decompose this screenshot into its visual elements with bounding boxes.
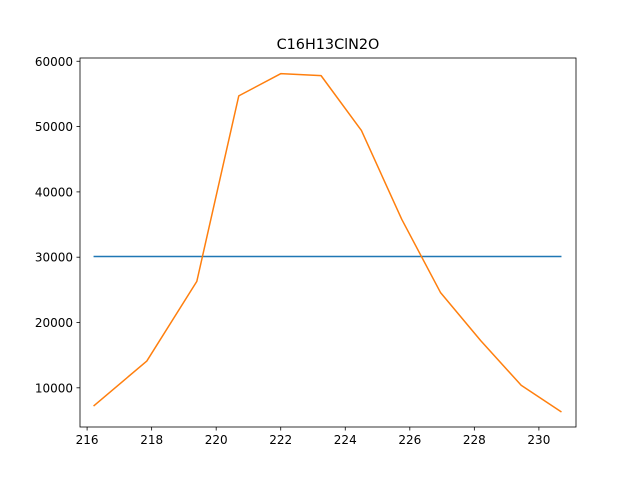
y-tick-label: 40000	[35, 185, 73, 199]
x-tick-label: 218	[140, 433, 163, 447]
x-tick-label: 228	[463, 433, 486, 447]
x-tick-label: 216	[76, 433, 99, 447]
x-tick-label: 222	[269, 433, 292, 447]
axes-layer: 216 218 220 222 224 226 228 230 10000 20000 30000 4…	[35, 55, 577, 447]
x-tick-label: 230	[527, 433, 550, 447]
series-line-2	[93, 72, 562, 413]
y-tick-label: 20000	[35, 316, 73, 330]
plot-frame	[79, 57, 577, 428]
y-tick-label: 30000	[35, 251, 73, 265]
y-tick-label: 10000	[35, 381, 73, 395]
y-tick-label: 50000	[35, 120, 73, 134]
x-tick-label: 220	[205, 433, 228, 447]
y-tick-label: 60000	[35, 55, 73, 69]
x-tick-label: 226	[398, 433, 421, 447]
series-layer	[93, 72, 562, 413]
x-tick-label: 224	[334, 433, 357, 447]
chart-title: C16H13ClN2O	[277, 37, 380, 53]
